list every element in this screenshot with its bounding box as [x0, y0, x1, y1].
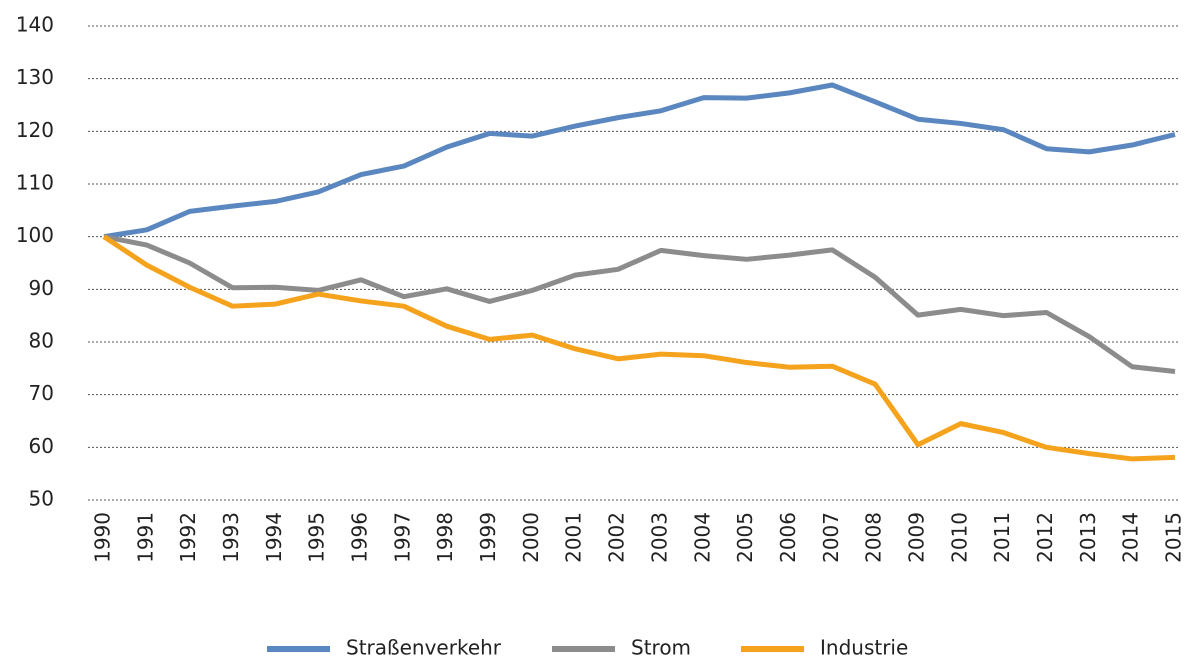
y-tick-label: 80 [29, 329, 54, 353]
x-tick-label: 1993 [219, 512, 243, 563]
x-tick-label: 2005 [733, 512, 757, 563]
x-tick-label: 1996 [348, 512, 372, 563]
x-tick-label: 2007 [819, 512, 843, 563]
y-tick-label: 110 [16, 171, 54, 195]
x-tick-label: 2014 [1119, 512, 1143, 563]
x-tick-label: 2009 [904, 512, 928, 563]
y-tick-label: 100 [16, 223, 54, 247]
series-line [103, 82, 1176, 240]
legend-label: Straßenverkehr [346, 636, 502, 659]
y-tick-label: 50 [29, 487, 54, 511]
x-tick-label: 2001 [562, 512, 586, 563]
x-tick-label: 2013 [1076, 512, 1100, 563]
legend-label: Industrie [820, 636, 908, 659]
y-tick-label: 120 [16, 118, 54, 142]
x-tick-label: 2008 [862, 512, 886, 563]
x-tick-label: 2010 [947, 512, 971, 563]
x-tick-label: 2003 [647, 512, 671, 563]
x-tick-label: 1995 [305, 512, 329, 563]
x-tick-label: 2006 [776, 512, 800, 563]
x-tick-label: 1990 [91, 512, 115, 563]
y-tick-label: 90 [29, 276, 54, 300]
y-tick-label: 60 [29, 434, 54, 458]
series-line [103, 234, 1176, 374]
x-tick-label: 1998 [433, 512, 457, 563]
series-line [102, 234, 1176, 462]
x-tick-label: 1999 [476, 512, 500, 563]
x-tick-label: 2012 [1033, 512, 1057, 563]
y-tick-label: 140 [16, 13, 54, 37]
x-tick-label: 2011 [990, 512, 1014, 563]
x-tick-label: 1992 [176, 512, 200, 563]
x-tick-label: 2000 [519, 512, 543, 563]
x-tick-label: 2015 [1162, 512, 1186, 563]
x-tick-label: 1997 [390, 512, 414, 563]
x-tick-label: 1994 [262, 512, 286, 563]
legend-label: Strom [631, 636, 691, 659]
x-tick-label: 1991 [133, 512, 157, 563]
y-tick-label: 70 [29, 381, 54, 405]
y-tick-label: 130 [16, 65, 54, 89]
x-tick-label: 2004 [690, 512, 714, 563]
x-tick-label: 2002 [605, 512, 629, 563]
